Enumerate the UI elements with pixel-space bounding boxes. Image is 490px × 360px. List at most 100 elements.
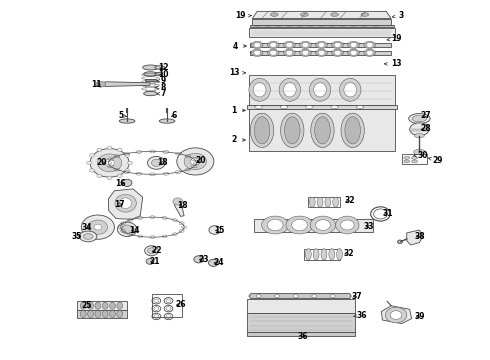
Ellipse shape [348,49,360,57]
Ellipse shape [254,50,261,55]
Ellipse shape [412,115,427,122]
Text: 35: 35 [72,232,82,241]
Ellipse shape [331,106,339,109]
Ellipse shape [87,161,92,165]
Polygon shape [381,306,412,324]
Text: 16: 16 [116,179,126,188]
Text: 5: 5 [118,111,126,120]
Ellipse shape [309,78,331,101]
Ellipse shape [385,307,407,323]
Ellipse shape [97,174,102,177]
Ellipse shape [262,216,289,234]
Ellipse shape [256,295,261,297]
Text: 29: 29 [428,156,442,165]
Text: 36: 36 [297,332,308,341]
Text: 34: 34 [81,222,92,231]
Ellipse shape [270,13,278,17]
Text: 10: 10 [158,70,169,79]
Ellipse shape [81,215,115,239]
Ellipse shape [270,42,277,48]
Text: 4: 4 [233,41,246,50]
Ellipse shape [293,295,298,297]
Ellipse shape [125,168,130,172]
Ellipse shape [344,83,357,97]
Polygon shape [247,332,355,337]
Bar [146,82,155,92]
Ellipse shape [147,157,165,169]
Ellipse shape [184,153,206,170]
Ellipse shape [254,42,261,48]
Ellipse shape [302,50,309,55]
Ellipse shape [110,310,116,318]
Ellipse shape [254,117,270,144]
Ellipse shape [80,302,86,309]
Text: 27: 27 [420,111,431,120]
Ellipse shape [94,224,102,230]
Ellipse shape [305,106,313,109]
Ellipse shape [329,249,335,260]
Ellipse shape [348,41,360,49]
Text: 21: 21 [149,257,160,266]
Ellipse shape [318,50,325,55]
Ellipse shape [125,154,130,157]
Polygon shape [249,294,351,298]
Ellipse shape [208,259,218,266]
Ellipse shape [95,302,101,309]
Text: 15: 15 [215,225,225,234]
Bar [145,78,156,81]
Text: 28: 28 [420,124,431,133]
Ellipse shape [110,302,116,309]
Ellipse shape [350,50,357,55]
Ellipse shape [285,117,300,144]
Ellipse shape [336,216,359,234]
Text: 17: 17 [114,200,124,209]
Ellipse shape [79,231,97,242]
Text: 20: 20 [195,156,205,165]
Ellipse shape [117,302,122,309]
Ellipse shape [364,49,375,57]
Ellipse shape [144,91,157,96]
Text: 26: 26 [175,300,186,309]
Ellipse shape [312,295,317,297]
Ellipse shape [119,119,135,123]
Text: 1: 1 [232,106,245,115]
Ellipse shape [364,41,375,49]
Ellipse shape [316,220,330,230]
Ellipse shape [334,50,341,55]
Polygon shape [174,201,184,216]
Text: 38: 38 [414,232,425,241]
Ellipse shape [316,41,327,49]
Polygon shape [407,230,423,245]
Text: 20: 20 [96,158,106,167]
Text: 31: 31 [382,210,392,219]
Text: 22: 22 [151,246,162,255]
Ellipse shape [159,119,175,123]
Ellipse shape [284,49,295,57]
Ellipse shape [279,78,300,101]
Text: 14: 14 [129,225,139,234]
Ellipse shape [313,249,319,260]
Ellipse shape [321,249,327,260]
Text: 30: 30 [414,151,428,160]
Ellipse shape [88,310,94,318]
Ellipse shape [300,13,308,17]
Ellipse shape [96,81,106,87]
Bar [308,197,340,207]
Ellipse shape [143,65,158,70]
Polygon shape [109,189,143,219]
Ellipse shape [177,148,214,175]
Text: 18: 18 [157,158,168,167]
Polygon shape [247,298,355,313]
Ellipse shape [315,117,330,144]
Text: 6: 6 [172,111,177,120]
Polygon shape [77,310,127,318]
Text: 32: 32 [344,196,355,205]
Ellipse shape [334,42,341,48]
Ellipse shape [311,113,334,148]
Ellipse shape [361,13,369,17]
Ellipse shape [268,219,283,231]
Ellipse shape [115,194,136,212]
Ellipse shape [316,49,327,57]
Ellipse shape [144,72,157,76]
Text: 8: 8 [155,83,166,92]
